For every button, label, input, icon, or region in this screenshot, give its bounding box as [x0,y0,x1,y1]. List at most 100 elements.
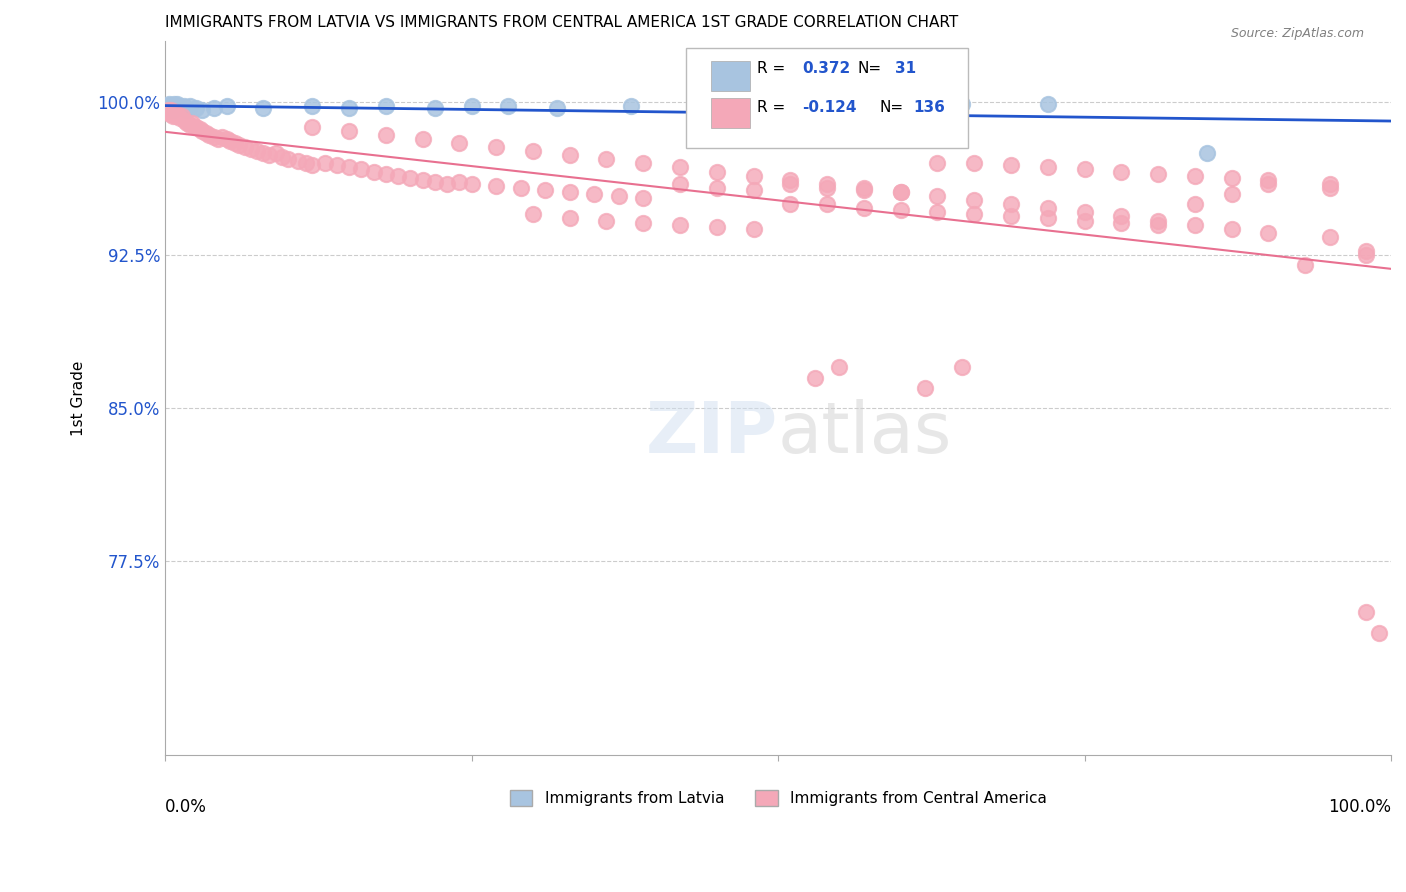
Point [194,126,217,140]
Point [890,185,912,199]
Text: -0.124: -0.124 [803,100,858,115]
Point [1147,167,1170,181]
Point [779,172,801,186]
Point [301,158,323,172]
Point [742,169,765,183]
Point [669,161,692,175]
Point [295,156,318,170]
Text: 136: 136 [912,100,945,115]
Point [498,99,520,113]
Point [176,103,198,118]
Point [1257,177,1279,191]
Point [337,124,360,138]
Point [742,183,765,197]
Legend: Immigrants from Latvia, Immigrants from Central America: Immigrants from Latvia, Immigrants from … [503,784,1053,812]
Point [188,121,211,136]
Point [363,164,385,178]
Point [890,185,912,199]
Point [963,207,986,221]
Point [1257,172,1279,186]
Point [779,197,801,211]
Point [326,158,349,172]
Point [163,97,186,112]
Point [181,115,204,129]
Point [852,181,875,195]
Point [1073,162,1095,177]
Point [1147,213,1170,227]
Point [173,113,195,128]
Point [412,132,434,146]
Point [815,197,838,211]
Point [1355,248,1378,262]
Text: R =: R = [758,100,786,115]
Point [179,118,201,132]
Point [1036,211,1059,226]
Point [558,148,581,162]
Point [1220,170,1243,185]
Point [522,207,544,221]
Point [828,360,851,375]
Point [1368,625,1391,640]
Point [207,132,229,146]
Point [157,97,180,112]
Point [460,99,482,113]
Point [1319,230,1341,244]
Point [163,107,186,121]
Point [927,189,949,203]
Text: 100.0%: 100.0% [1329,798,1391,816]
Point [301,99,323,113]
Point [828,99,851,113]
Point [423,175,446,189]
Point [179,99,201,113]
Point [1036,97,1059,112]
Text: N=: N= [858,61,882,76]
Point [191,103,214,118]
Point [259,148,281,162]
Point [509,181,531,195]
Point [264,146,287,161]
Point [163,101,186,115]
Point [449,136,471,150]
Point [852,183,875,197]
Point [558,211,581,226]
Point [215,99,238,113]
Point [172,110,194,124]
Point [202,101,225,115]
Point [1257,226,1279,240]
Point [1036,201,1059,215]
Point [337,101,360,115]
Point [558,185,581,199]
Point [1319,177,1341,191]
Text: N=: N= [880,100,904,115]
Point [815,181,838,195]
Point [173,99,195,113]
Point [374,99,396,113]
Point [169,101,191,115]
Point [159,101,181,115]
Point [1184,218,1206,232]
Point [162,103,184,118]
Point [706,164,728,178]
Point [1073,205,1095,219]
Point [252,146,274,161]
Point [522,144,544,158]
Point [270,150,292,164]
Point [314,156,336,170]
Point [963,156,986,170]
Point [219,134,242,148]
Point [595,153,617,167]
FancyBboxPatch shape [686,48,969,148]
Point [202,129,225,144]
Point [546,101,568,115]
Point [215,132,238,146]
Point [1000,197,1022,211]
Point [159,107,181,121]
Point [160,99,183,113]
Point [162,110,184,124]
FancyBboxPatch shape [710,61,749,91]
Point [963,193,986,207]
Text: IMMIGRANTS FROM LATVIA VS IMMIGRANTS FROM CENTRAL AMERICA 1ST GRADE CORRELATION : IMMIGRANTS FROM LATVIA VS IMMIGRANTS FRO… [166,15,959,30]
Point [950,360,973,375]
Point [166,107,188,121]
Point [706,181,728,195]
